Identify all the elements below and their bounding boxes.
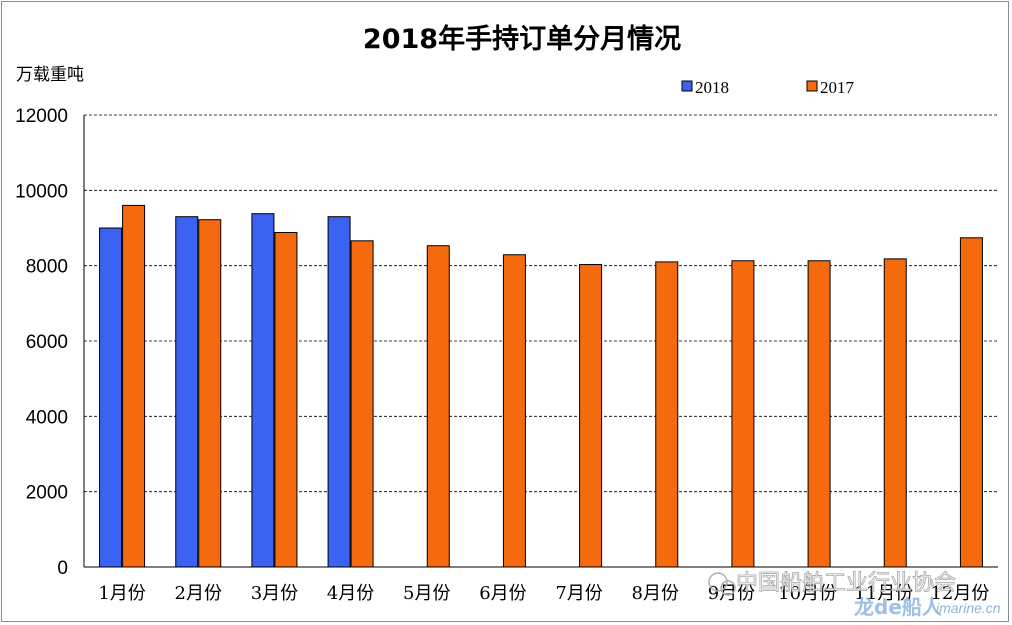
x-tick-label: 10月份 [778,583,837,604]
legend-swatch-2017 [806,80,818,92]
x-tick-label: 11月份 [854,583,913,604]
bar-2017-8 [655,261,679,568]
legend-swatch-2018 [681,80,693,92]
y-tick-label: 2000 [26,483,68,504]
bar-2018-2 [175,216,199,568]
x-tick-labels: 1月份 2月份 3月份 4月份 5月份 6月份 7月份 8月份 9月份 10月份 11月份 12月份 [98,583,989,604]
legend-label-2017: 2017 [820,78,855,97]
bar-2018-4 [327,216,351,568]
y-tick-label: 10000 [15,181,68,202]
gridlines [84,114,998,493]
x-tick-label: 4月份 [327,583,374,604]
chart-title: 2018年手持订单分月情况 [363,23,681,55]
x-tick-label: 6月份 [479,583,526,604]
x-tick-label: 8月份 [632,583,679,604]
bar-2017-9 [731,260,755,568]
bar-2017-5 [426,245,450,568]
x-tick-label: 1月份 [98,583,145,604]
x-tick-label: 5月份 [403,583,450,604]
bar-2017-12 [959,237,983,568]
y-tick-label: 8000 [26,257,68,278]
bar-2017-1 [122,204,146,568]
bar-2017-6 [502,254,526,568]
watermark: 中国船舶工业行业协会 龙de船人 imarine.cn [708,571,1001,619]
y-tick-label: 12000 [15,106,68,127]
watermark-association-name: 中国船舶工业行业协会 [736,571,956,596]
bar-2018-1 [99,227,123,568]
y-tick-label: 0 [57,558,68,579]
watermark-brand-cn: 龙de船人 [854,595,943,619]
bars [99,204,983,568]
y-axis-unit-label: 万载重吨 [16,65,84,85]
x-tick-label: 3月份 [251,583,298,604]
legend-label-2018: 2018 [695,78,729,97]
bar-2017-11 [883,258,907,568]
bar-2017-3 [274,232,298,568]
y-tick-label: 6000 [26,332,68,353]
wechat-icon [708,572,736,596]
bar-2018-3 [251,213,275,568]
bar-2017-4 [350,240,374,568]
x-tick-label: 7月份 [555,583,602,604]
y-tick-label: 4000 [26,407,68,428]
x-tick-label: 12月份 [930,583,989,604]
y-tick-labels: 0 2000 4000 6000 8000 10000 12000 [15,106,68,579]
axes [83,115,998,568]
watermark-brand-url: imarine.cn [936,600,1001,616]
bar-2017-10 [807,260,831,568]
x-tick-label: 2月份 [175,583,222,604]
legend: 2018 2017 [681,78,855,97]
bar-2017-2 [198,219,222,568]
bar-2017-7 [579,264,603,568]
